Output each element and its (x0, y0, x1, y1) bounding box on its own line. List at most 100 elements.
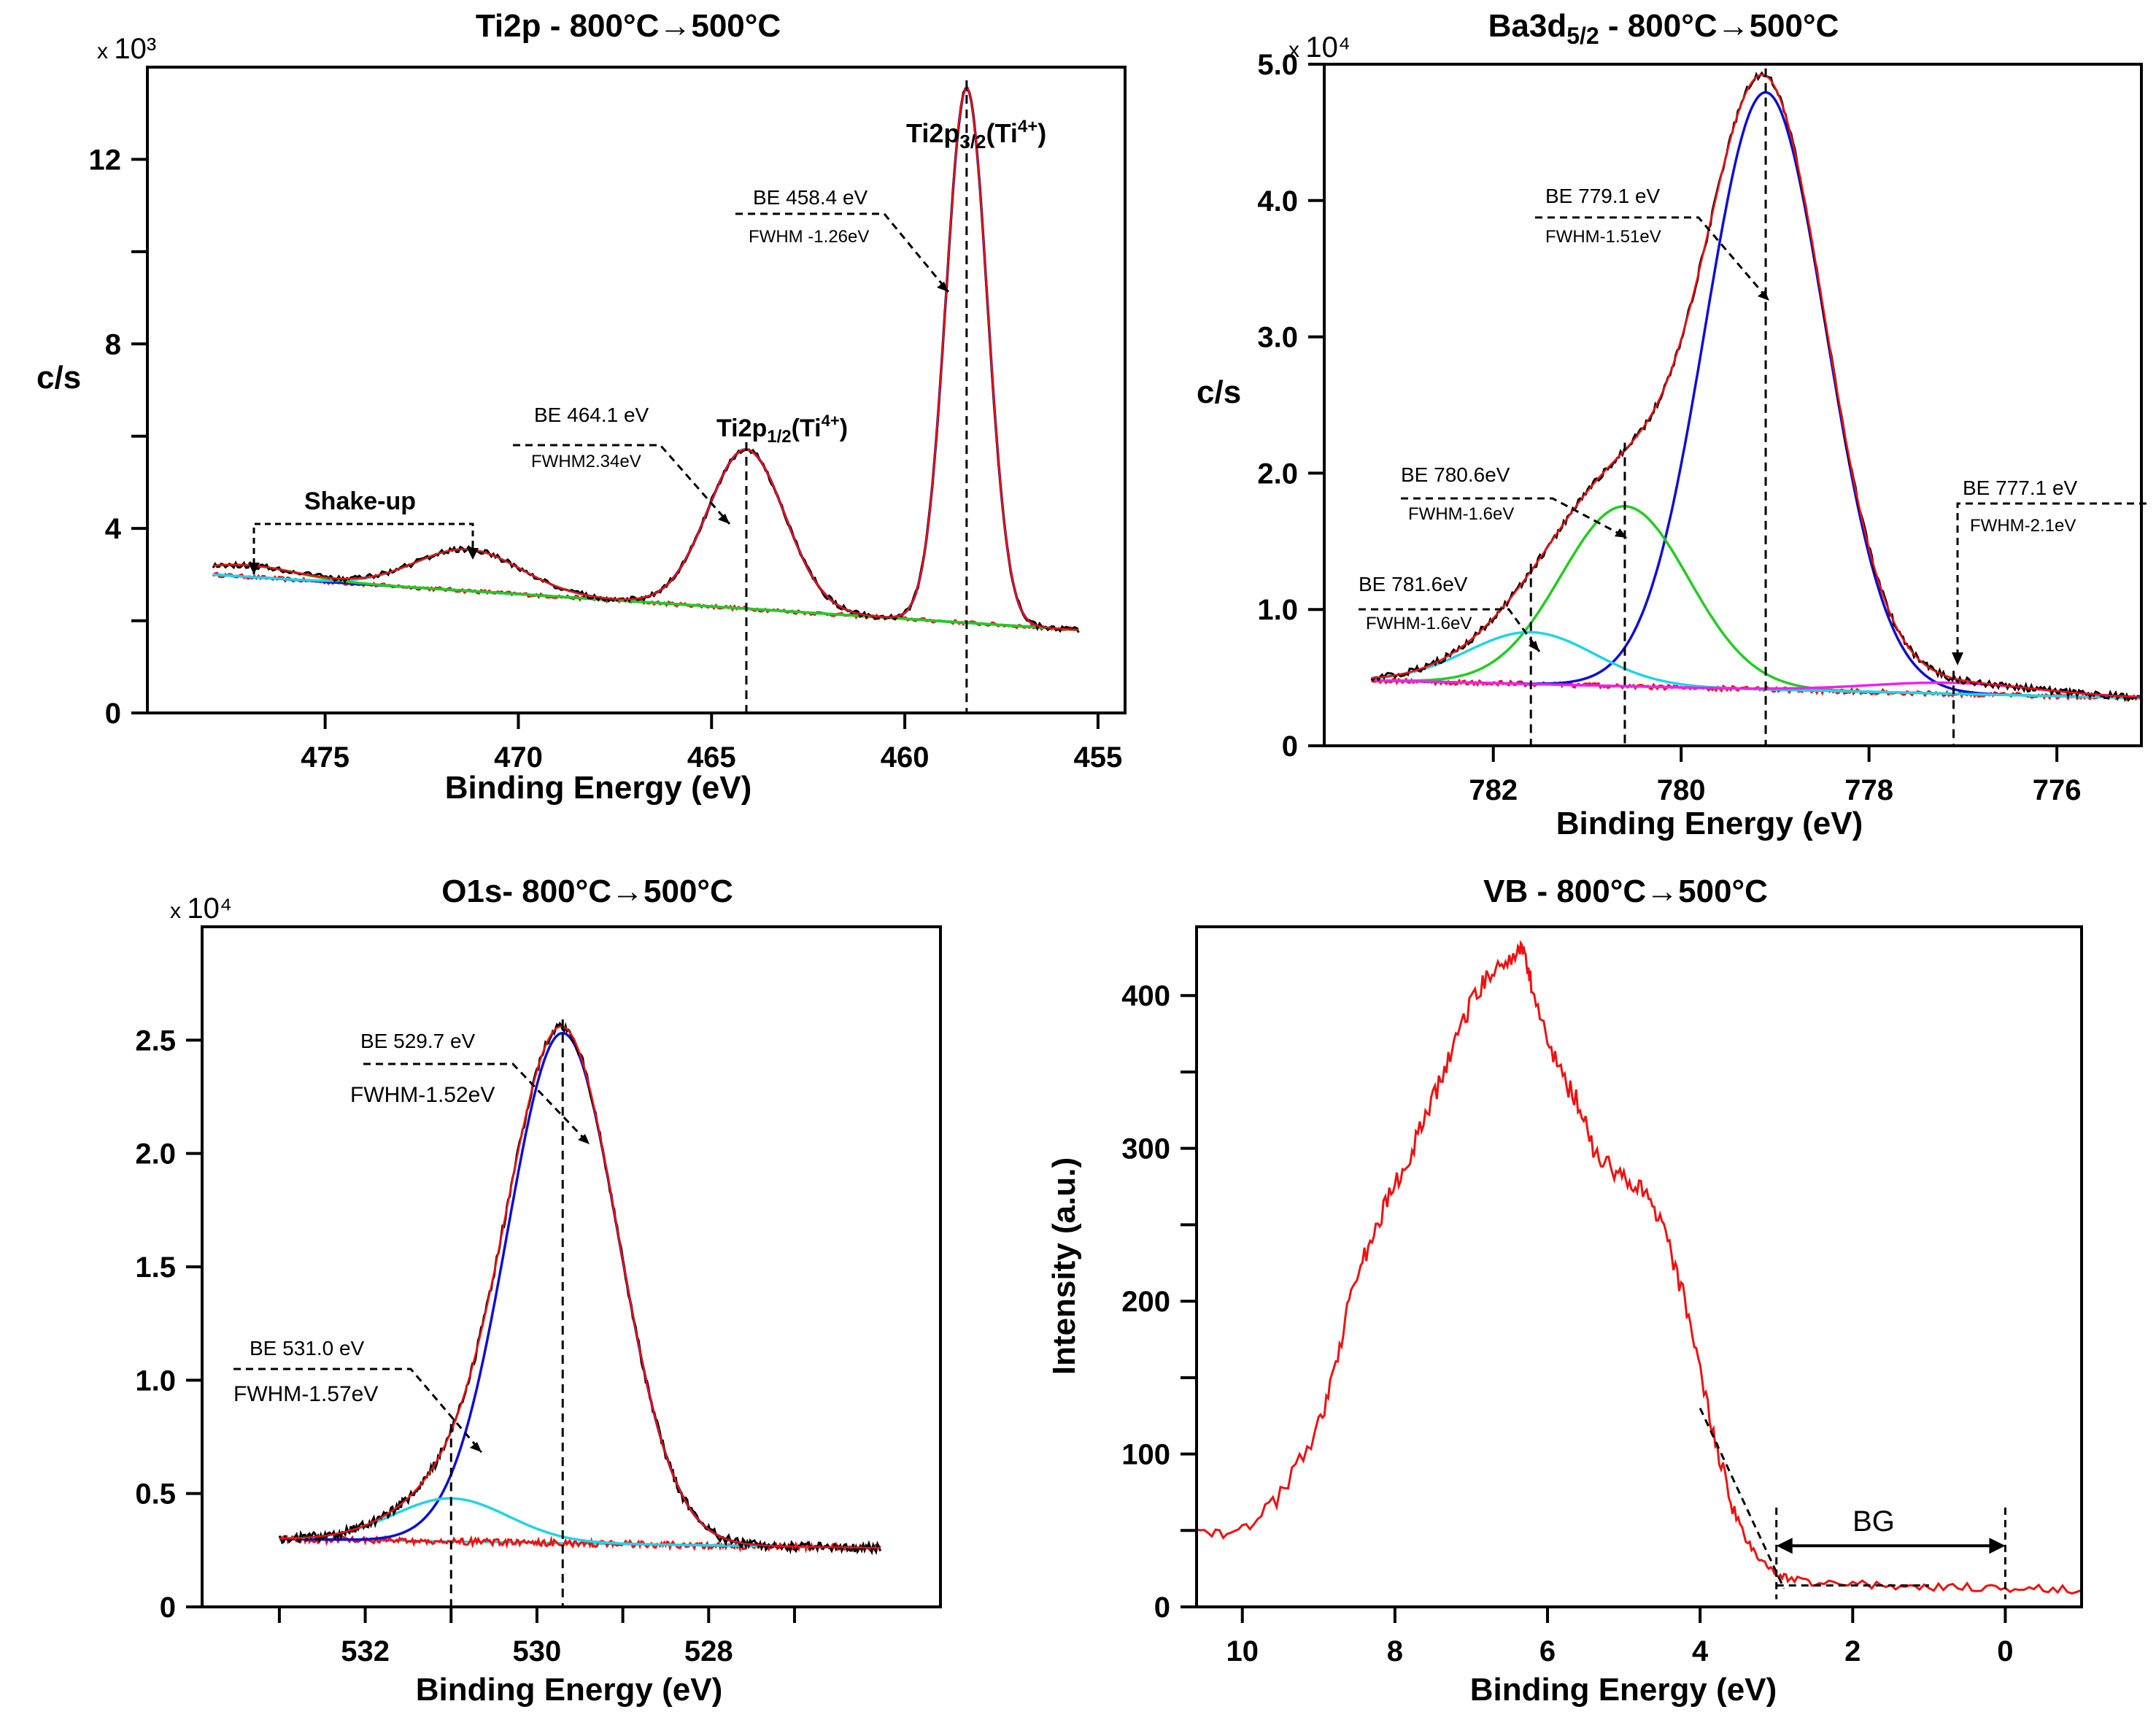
y-tick-label: 5.0 (1257, 49, 1298, 81)
chart-title: VB - 800°C→500°C (1483, 874, 1768, 909)
annotation-leader (363, 1063, 591, 1146)
annotation-be: BE 781.6eV (1359, 573, 1468, 595)
vb-spectrum-line (1196, 940, 2082, 1595)
x-tick-label: 455 (1074, 741, 1123, 774)
annotation-fwhm: FWHM2.34eV (531, 452, 641, 471)
annotation-fwhm: FWHM-1.51eV (1545, 227, 1661, 247)
multiplier-value: 10⁴ (187, 892, 232, 925)
x-tick-label: 2 (1844, 1635, 1861, 1667)
peak-label-ti2p32: Ti2p3/2(Ti4+) (906, 117, 1046, 153)
y-tick-label: 1.0 (135, 1365, 176, 1397)
x-tick-label: 778 (1844, 774, 1893, 806)
annotation-leader (1956, 502, 2147, 663)
y-tick-label: 400 (1121, 980, 1170, 1012)
annotation-be: BE 529.7 eV (360, 1030, 476, 1052)
y-tick-label: 0 (1282, 730, 1298, 763)
annotation-be: BE 780.6eV (1401, 463, 1510, 486)
annotation-fwhm: FWHM-1.6eV (1366, 614, 1472, 633)
shake-up-label: Shake-up (304, 487, 416, 515)
multiplier-value: 10⁴ (1305, 31, 1351, 63)
arrow-head-icon (248, 563, 260, 574)
peak-label-ti2p12: Ti2p1/2(Ti4+) (716, 412, 848, 447)
x-tick-label: 460 (881, 741, 930, 774)
annotation-leader (735, 212, 950, 293)
arrow-head-icon (718, 514, 730, 524)
y-tick-label: 100 (1121, 1439, 1170, 1471)
annotations: BE 458.4 eV FWHM -1.26eV Ti2p3/2(Ti4+) B… (248, 117, 1046, 574)
panel-ba3d: Ba3d5/2 - 800°C→500°C x 10⁴ c/s Binding … (1197, 8, 2147, 841)
x-tick-label: 475 (301, 741, 349, 774)
y-axis-label: c/s (36, 360, 81, 396)
component-peak (212, 563, 1079, 631)
arrow-head-icon (1758, 290, 1769, 301)
chart-title: Ba3d5/2 - 800°C→500°C (1488, 8, 1839, 49)
y-tick-label: 2.5 (135, 1025, 176, 1057)
multiplier-value: 10³ (114, 33, 156, 65)
y-multiplier: x 10³ (97, 33, 156, 65)
x-tick-label: 776 (2033, 774, 2082, 806)
annotations: BE 779.1 eV FWHM-1.51eV BE 780.6eV FWHM-… (1359, 185, 2147, 666)
shake-up-bracket (252, 522, 474, 574)
annotation-be: BE 779.1 eV (1545, 185, 1661, 207)
annotation-leader (1359, 608, 1541, 652)
raw-data-line (1370, 71, 2143, 703)
y-tick-label: 200 (1121, 1286, 1170, 1318)
envelope-line (212, 87, 1079, 631)
x-tick-label: 528 (684, 1635, 733, 1667)
plot-frame (146, 66, 1127, 714)
plot-frame (201, 925, 942, 1608)
x-tick-label: 0 (1997, 1635, 2013, 1667)
y-tick-label: 3.0 (1257, 322, 1298, 354)
annotation-fwhm: FWHM -1.26eV (749, 227, 869, 247)
x-tick-label: 465 (687, 741, 736, 774)
bandgap-label: BG (1852, 1505, 1895, 1538)
y-tick-label: 12 (89, 144, 122, 176)
chart-title: O1s- 800°C→500°C (441, 874, 733, 909)
arrow-head-icon (1989, 1538, 2006, 1554)
y-multiplier: x 10⁴ (1288, 31, 1351, 63)
plot-frame (1195, 925, 2083, 1608)
x-tick-label: 532 (341, 1635, 390, 1667)
x-tick-label: 8 (1387, 1635, 1403, 1667)
y-tick-label: 0 (160, 1592, 176, 1624)
arrow-head-icon (937, 282, 948, 292)
annotation-be: BE 531.0 eV (250, 1337, 365, 1360)
annotation-fwhm: FWHM-1.52eV (350, 1083, 495, 1107)
y-tick-label: 1.5 (135, 1252, 176, 1284)
y-tick-label: 0 (105, 698, 121, 730)
component-peak (212, 86, 1079, 631)
y-tick-label: 0 (1154, 1592, 1170, 1624)
chart-title: Ti2p - 800°C→500°C (476, 8, 781, 44)
y-axis-label: Intensity (a.u.) (1046, 1157, 1082, 1375)
arrow-head-icon (1776, 1538, 1793, 1554)
x-tick-label: 4 (1692, 1635, 1709, 1667)
arrow-head-icon (578, 1134, 590, 1144)
y-tick-label: 8 (105, 328, 121, 360)
x-tick-label: 6 (1539, 1635, 1556, 1667)
annotation-fwhm: FWHM-2.1eV (1970, 516, 2076, 536)
y-multiplier: x 10⁴ (170, 892, 232, 925)
envelope-line (1371, 74, 2142, 698)
arrow-head-icon (470, 1442, 482, 1452)
x-axis-label: Binding Energy (eV) (416, 1672, 722, 1708)
raw-data-line (212, 88, 1080, 633)
x-tick-label: 470 (494, 741, 543, 774)
panel-ti2p: Ti2p - 800°C→500°C x 10³ c/s Binding Ene… (36, 8, 1127, 806)
y-tick-label: 0.5 (135, 1478, 176, 1511)
residual-line (278, 1534, 881, 1554)
x-tick-label: 10 (1226, 1635, 1259, 1667)
x-tick-label: 780 (1657, 774, 1706, 806)
annotation-leader (513, 444, 731, 525)
panel-vb: VB - 800°C→500°C Intensity (a.u.) Bindin… (1046, 874, 2083, 1708)
annotation-be: BE 777.1 eV (1963, 477, 2078, 499)
y-tick-label: 300 (1121, 1133, 1170, 1165)
arrow-head-icon (1529, 641, 1539, 652)
plot-frame (1323, 63, 2143, 747)
annotation-be: BE 464.1 eV (534, 404, 649, 426)
component-peak (279, 1031, 881, 1549)
arrow-head-icon (1615, 528, 1627, 538)
annotation-fwhm: FWHM-1.6eV (1408, 504, 1514, 524)
x-tick-label: 530 (513, 1635, 562, 1667)
annotation-leader (233, 1368, 483, 1453)
